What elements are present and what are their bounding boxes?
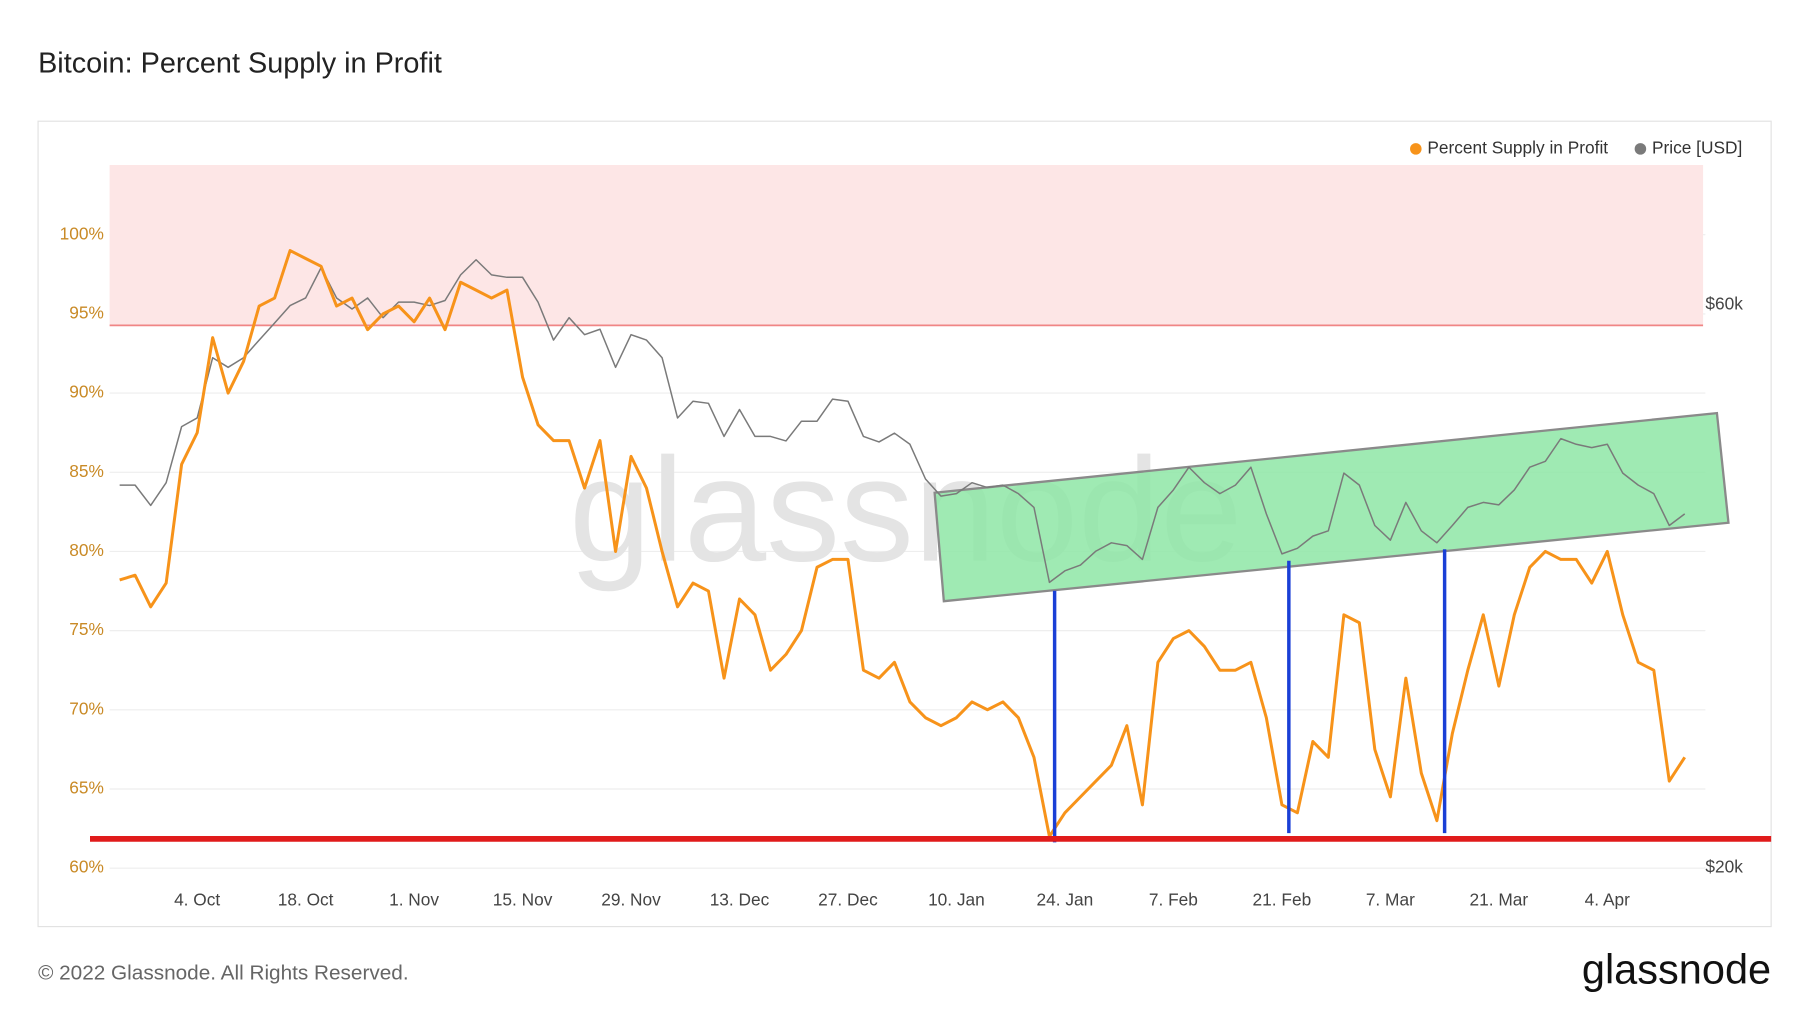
y-tick-label: 70%: [69, 698, 104, 718]
legend: Price [USD] Percent Supply in Profit: [1410, 137, 1742, 157]
x-tick-label: 7. Mar: [1366, 890, 1415, 910]
chart-title: Bitcoin: Percent Supply in Profit: [38, 47, 442, 79]
x-tick-label: 24. Jan: [1037, 890, 1094, 910]
marks: [119, 249, 1686, 838]
high-profit-zone: [109, 165, 1704, 326]
y-tick-label: 90%: [69, 382, 104, 402]
y-tick-label: 60%: [69, 857, 104, 877]
x-tick-label: 10. Jan: [928, 890, 985, 910]
x-tick-label: 21. Mar: [1469, 890, 1528, 910]
y-tick-label: 75%: [69, 619, 104, 639]
x-tick-label: 21. Feb: [1253, 890, 1312, 910]
legend-label: Percent Supply in Profit: [1427, 137, 1608, 157]
x-tick-label: 29. Nov: [601, 890, 661, 910]
x-tick-label: 4. Apr: [1585, 890, 1630, 910]
legend-swatch: [1634, 143, 1647, 155]
labels: 60% 65% 70% 75% 80% 85% 90% 95% 100% $20k $60k 4. O…: [60, 137, 1744, 909]
x-tick-label: 27. Dec: [818, 890, 878, 910]
y-tick-label: 65%: [69, 778, 104, 798]
y-tick-label: 80%: [69, 540, 104, 560]
y-tick-label: 85%: [69, 461, 104, 481]
y2-tick-label: $60k: [1705, 293, 1743, 313]
x-tick-label: 1. Nov: [389, 890, 439, 910]
x-tick-label: 13. Dec: [710, 890, 770, 910]
y-tick-label: 95%: [69, 302, 104, 322]
x-tick-label: 18. Oct: [278, 890, 334, 910]
x-tick-label: 7. Feb: [1149, 890, 1198, 910]
legend-swatch: [1410, 143, 1422, 155]
channel: [933, 411, 1730, 603]
legend-label: Price [USD]: [1652, 137, 1742, 157]
y-tick-label: 100%: [60, 223, 104, 243]
series-line: [119, 249, 1686, 838]
x-tick-label: 4. Oct: [174, 890, 220, 910]
footer: © 2022 Glassnode. All Rights Reserved.: [38, 961, 409, 984]
x-tick-label: 15. Nov: [493, 890, 553, 910]
y2-tick-label: $20k: [1705, 856, 1743, 876]
logo: glassnode: [1582, 946, 1771, 993]
